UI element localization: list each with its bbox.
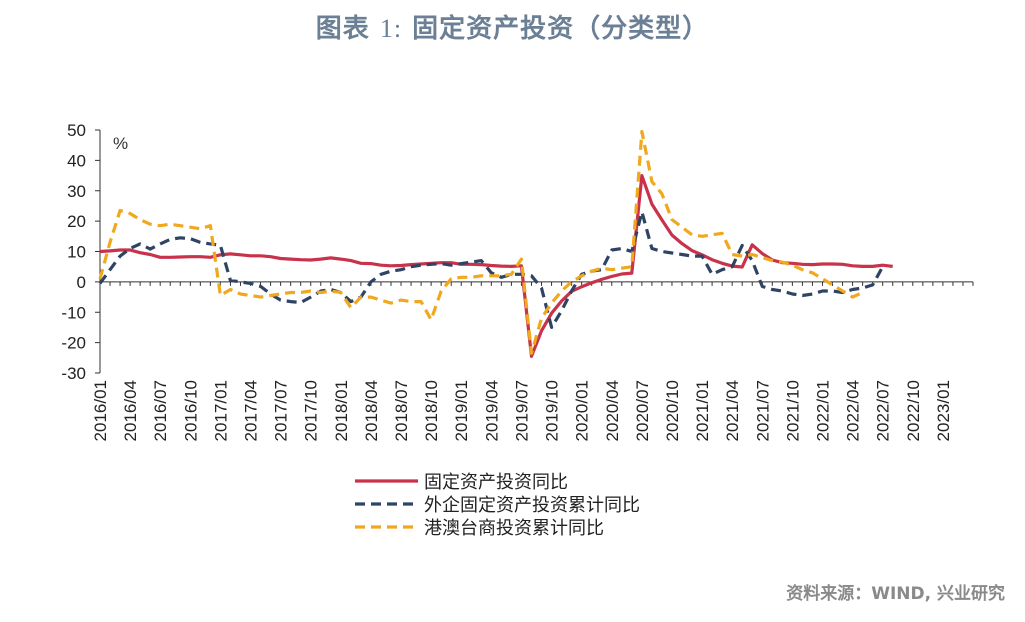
x-tick-label: 2019/07 xyxy=(512,380,531,441)
x-tick-label: 2017/01 xyxy=(211,380,230,441)
x-tick-label: 2016/04 xyxy=(121,380,140,441)
x-tick-label: 2017/10 xyxy=(302,380,321,441)
x-tick-label: 2019/10 xyxy=(543,380,562,441)
x-tick-label: 2022/04 xyxy=(844,380,863,441)
x-tick-label: 2021/04 xyxy=(723,380,742,441)
series-line-2 xyxy=(98,210,885,329)
source-note: 资料来源：WIND, 兴业研究 xyxy=(786,584,1005,604)
x-tick-label: 2019/01 xyxy=(452,380,471,441)
title-number: 1: xyxy=(379,14,403,43)
y-tick-label: -10 xyxy=(61,303,86,322)
x-tick-label: 2022/01 xyxy=(813,380,832,441)
x-tick-label: 2023/01 xyxy=(934,380,953,441)
x-tick-label: 2022/07 xyxy=(874,380,893,441)
x-tick-label: 2018/10 xyxy=(422,380,441,441)
series-line-1 xyxy=(99,174,893,358)
x-tick-label: 2021/10 xyxy=(783,380,802,441)
legend-label-2: 外企固定资产投资累计同比 xyxy=(424,495,640,516)
series-line-3 xyxy=(98,129,864,355)
y-tick-label: 50 xyxy=(67,121,86,140)
legend-label-3: 港澳台商投资累计同比 xyxy=(424,518,604,539)
x-tick-label: 2021/07 xyxy=(753,380,772,441)
x-tick-label: 2017/07 xyxy=(272,380,291,441)
title-text: 固定资产投资（分类型） xyxy=(412,14,710,44)
x-tick-label: 2016/01 xyxy=(91,380,110,441)
y-tick-label: 20 xyxy=(67,212,86,231)
legend-label-1: 固定资产投资同比 xyxy=(424,472,568,493)
x-tick-label: 2018/01 xyxy=(332,380,351,441)
x-tick-label: 2022/10 xyxy=(904,380,923,441)
y-unit-label: % xyxy=(113,134,128,153)
y-tick-label: 0 xyxy=(77,273,86,292)
x-tick-label: 2019/04 xyxy=(482,380,501,441)
x-tick-label: 2018/04 xyxy=(362,380,381,441)
y-tick-label: -20 xyxy=(61,334,86,353)
x-tick-label: 2020/07 xyxy=(633,380,652,441)
x-tick-label: 2017/04 xyxy=(242,380,261,441)
x-tick-label: 2016/10 xyxy=(181,380,200,441)
x-tick-label: 2020/04 xyxy=(603,380,622,441)
y-tick-label: -30 xyxy=(61,364,86,383)
title-prefix: 图表 xyxy=(315,14,370,44)
y-tick-label: 40 xyxy=(67,151,86,170)
x-tick-label: 2020/01 xyxy=(573,380,592,441)
x-tick-label: 2016/07 xyxy=(151,380,170,441)
chart-title: 图表 1: 固定资产投资（分类型） xyxy=(0,8,1025,45)
x-tick-label: 2020/10 xyxy=(663,380,682,441)
x-tick-label: 2021/01 xyxy=(693,380,712,441)
x-tick-label: 2018/07 xyxy=(392,380,411,441)
y-tick-label: 10 xyxy=(67,243,86,262)
y-tick-label: 30 xyxy=(67,182,86,201)
